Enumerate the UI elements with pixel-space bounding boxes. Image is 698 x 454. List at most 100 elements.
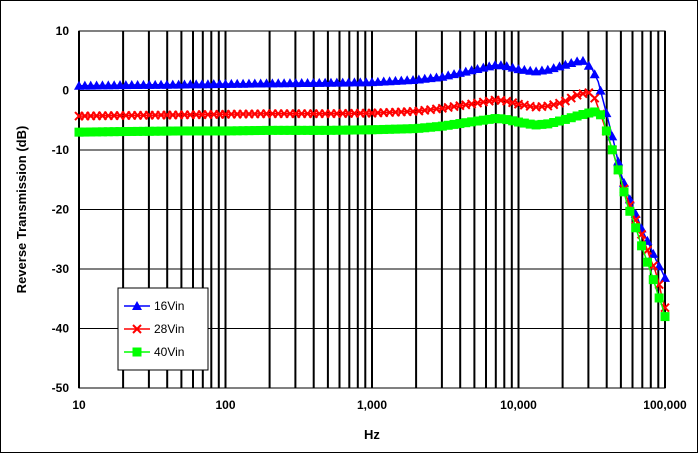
data-point-40Vin (103, 127, 113, 137)
data-point-40Vin (472, 116, 482, 126)
data-point-40Vin (648, 275, 658, 285)
data-point-40Vin (490, 114, 500, 124)
data-point-40Vin (414, 123, 424, 133)
data-point-40Vin (215, 126, 225, 136)
data-point-28Vin (566, 93, 576, 103)
data-point-40Vin (256, 125, 266, 135)
data-point-40Vin (508, 116, 518, 126)
data-point-16Vin (624, 194, 635, 204)
y-tick-label: -40 (52, 322, 70, 336)
data-point-16Vin (583, 60, 594, 70)
data-point-40Vin (654, 293, 664, 303)
data-point-40Vin (308, 125, 318, 135)
data-point-40Vin (625, 206, 635, 216)
data-point-40Vin (221, 126, 230, 136)
data-point-40Vin (314, 125, 324, 135)
data-point-40Vin (133, 126, 143, 136)
x-axis-title: Hz (364, 427, 380, 442)
data-point-40Vin (525, 119, 535, 129)
data-point-40Vin (566, 113, 576, 123)
y-tick-label: -20 (52, 203, 70, 217)
data-point-40Vin (537, 119, 547, 129)
x-tick-label: 10,000 (500, 398, 537, 412)
legend-label-16Vin: 16Vin (154, 299, 184, 313)
y-tick-label: 0 (62, 84, 69, 98)
data-point-40Vin (232, 126, 242, 136)
data-point-16Vin (519, 64, 530, 74)
data-point-40Vin (267, 125, 277, 135)
x-tick-label: 100,000 (643, 398, 687, 412)
data-point-40Vin (326, 125, 336, 135)
data-point-16Vin (495, 60, 506, 70)
data-point-16Vin (607, 131, 618, 141)
data-point-16Vin (513, 64, 524, 74)
x-tick-label: 100 (215, 398, 235, 412)
data-point-40Vin (279, 125, 289, 135)
data-point-40Vin (402, 124, 412, 134)
data-point-40Vin (437, 121, 447, 131)
data-point-40Vin (461, 118, 471, 128)
data-point-16Vin (507, 62, 518, 72)
data-point-28Vin (554, 98, 565, 108)
data-point-16Vin (660, 272, 670, 282)
data-point-40Vin (127, 126, 137, 136)
data-point-40Vin (144, 126, 154, 136)
data-point-40Vin (115, 127, 125, 137)
data-point-40Vin (168, 126, 178, 136)
data-point-40Vin (578, 110, 588, 120)
data-point-40Vin (86, 127, 96, 137)
data-point-28Vin (560, 96, 571, 106)
data-point-40Vin (613, 165, 623, 175)
data-point-40Vin (355, 125, 365, 135)
data-point-40Vin (619, 187, 629, 197)
data-point-16Vin (501, 61, 512, 71)
data-point-40Vin (385, 124, 395, 134)
data-point-40Vin (185, 126, 195, 136)
data-point-40Vin (262, 125, 272, 135)
data-point-40Vin (349, 125, 359, 135)
data-point-40Vin (197, 126, 207, 136)
data-point-40Vin (367, 125, 377, 135)
data-point-40Vin (408, 124, 418, 134)
data-point-40Vin (607, 145, 617, 155)
data-point-40Vin (560, 114, 570, 124)
data-point-40Vin (601, 126, 611, 136)
data-point-40Vin (244, 126, 254, 136)
data-point-40Vin (373, 125, 383, 135)
data-point-40Vin (443, 120, 453, 130)
data-point-40Vin (390, 124, 400, 134)
data-point-16Vin (595, 85, 606, 95)
data-point-40Vin (344, 125, 354, 135)
y-tick-label: -30 (52, 262, 70, 276)
data-point-40Vin (109, 127, 119, 137)
data-point-40Vin (138, 126, 148, 136)
data-point-40Vin (555, 116, 565, 126)
data-point-40Vin (273, 125, 283, 135)
data-point-40Vin (519, 118, 529, 128)
data-point-40Vin (191, 126, 201, 136)
legend-marker-16Vin (132, 301, 142, 310)
data-point-40Vin (97, 127, 107, 137)
data-point-40Vin (80, 127, 90, 137)
data-point-40Vin (426, 122, 436, 132)
data-point-40Vin (338, 125, 348, 135)
y-tick-label: -10 (52, 143, 70, 157)
y-tick-label: -50 (52, 381, 70, 395)
data-point-40Vin (320, 125, 330, 135)
data-point-40Vin (449, 119, 459, 129)
data-point-40Vin (514, 117, 523, 127)
data-point-40Vin (379, 124, 389, 134)
data-point-40Vin (150, 126, 160, 136)
legend-label-28Vin: 28Vin (154, 322, 184, 336)
data-point-40Vin (179, 126, 189, 136)
plot-border (78, 30, 666, 389)
data-point-40Vin (572, 111, 582, 121)
data-point-40Vin (162, 126, 172, 136)
data-point-16Vin (589, 69, 600, 79)
data-point-40Vin (596, 110, 606, 120)
x-tick-label: 1,000 (357, 398, 387, 412)
legend-marker-28Vin (132, 324, 142, 334)
data-point-40Vin (297, 125, 307, 135)
